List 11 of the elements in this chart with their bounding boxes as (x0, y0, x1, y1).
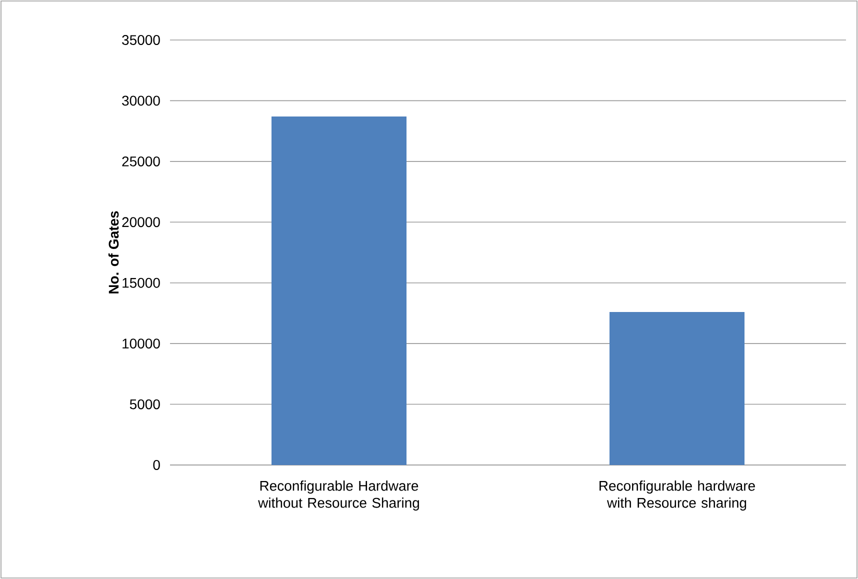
x-tick-label: Reconfigurable Hardware without Resource Sharing (258, 480, 419, 511)
y-tick-label: 10000 (122, 338, 160, 349)
y-tick-label: 5000 (130, 399, 160, 410)
y-tick-label: 15000 (122, 278, 160, 288)
y-tick-label: 25000 (122, 156, 160, 166)
y-tick-label: 0 (153, 460, 160, 470)
y-tick-label: 20000 (122, 217, 160, 228)
x-tick-label: Reconfigurable hardware with Resource sharing (600, 480, 755, 511)
y-tick-label: 30000 (122, 96, 160, 106)
y-axis-title: No. of Gates (108, 211, 119, 294)
y-tick-label: 35000 (122, 35, 160, 45)
